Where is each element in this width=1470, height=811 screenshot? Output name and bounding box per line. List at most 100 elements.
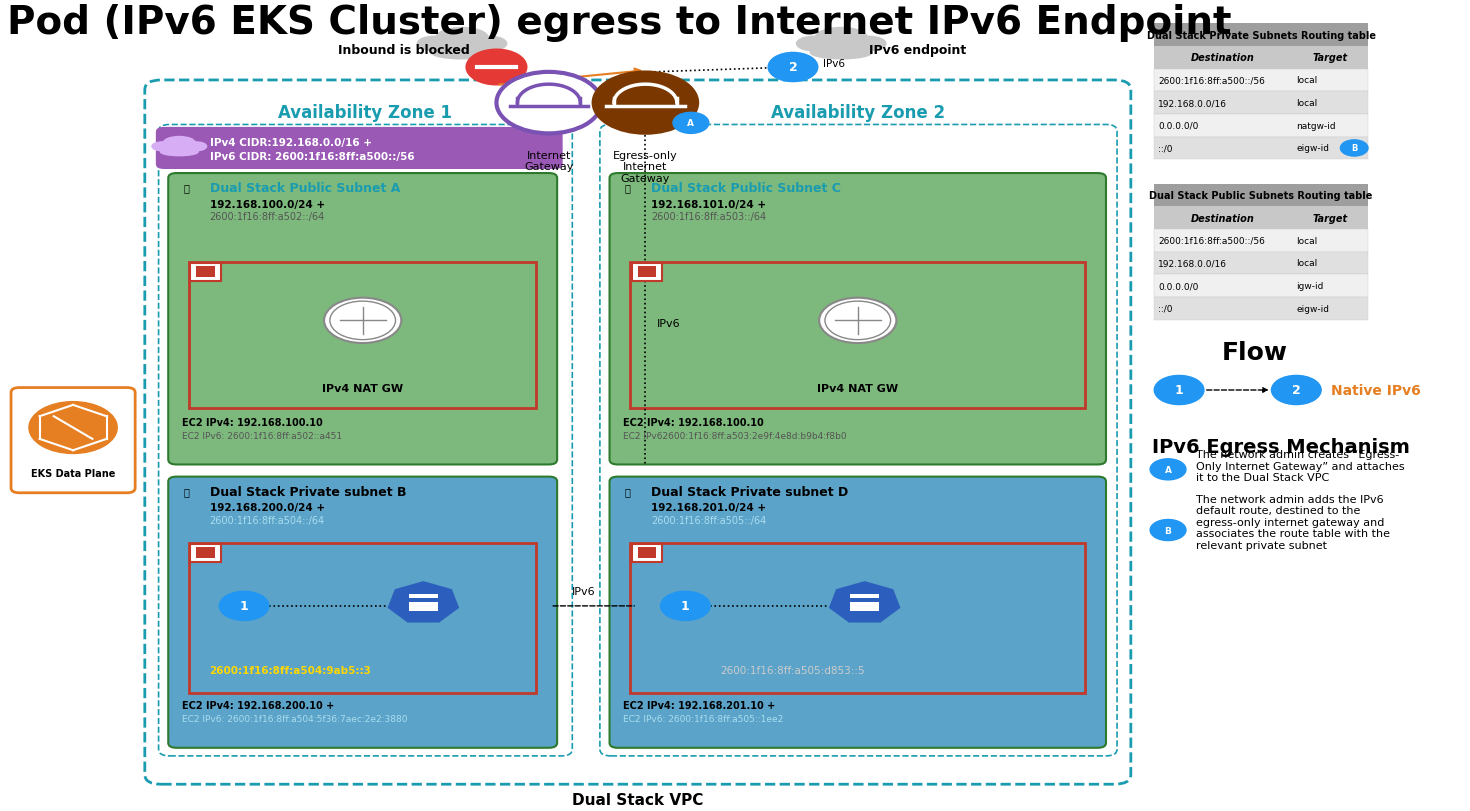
Text: 0.0.0.0/0: 0.0.0.0/0 [1158, 281, 1198, 290]
FancyBboxPatch shape [12, 388, 135, 493]
Text: IPv6: IPv6 [572, 586, 595, 597]
Text: EC2 IPv4: 192.168.100.10: EC2 IPv4: 192.168.100.10 [623, 417, 764, 427]
Text: Destination: Destination [1191, 54, 1255, 63]
Text: 192.168.101.0/24 +: 192.168.101.0/24 + [651, 200, 766, 209]
Text: 1: 1 [240, 599, 248, 612]
Text: Dual Stack Private subnet D: Dual Stack Private subnet D [651, 485, 848, 498]
Bar [1154, 137, 1369, 160]
Bar [1154, 184, 1369, 207]
Bar [1154, 298, 1369, 320]
Text: IPv4 CIDR:192.168.0.0/16 +: IPv4 CIDR:192.168.0.0/16 + [210, 138, 372, 148]
Ellipse shape [851, 37, 886, 52]
Text: pod: pod [417, 603, 429, 607]
Text: Availability Zone 2: Availability Zone 2 [772, 104, 945, 122]
Text: 2600:1f16:8ff:a500::/56: 2600:1f16:8ff:a500::/56 [1158, 237, 1266, 246]
Text: Pod (IPv6 EKS Cluster) egress to Internet IPv6 Endpoint: Pod (IPv6 EKS Cluster) egress to Interne… [7, 4, 1232, 42]
Polygon shape [388, 582, 459, 622]
Bar [409, 598, 438, 602]
Text: Egress-only
Internet
Gateway: Egress-only Internet Gateway [613, 150, 678, 183]
Text: Target: Target [1313, 54, 1348, 63]
Ellipse shape [185, 143, 207, 152]
Bar [1154, 115, 1369, 137]
Bar [1154, 275, 1369, 298]
Text: eigw-id: eigw-id [1297, 144, 1329, 153]
FancyBboxPatch shape [610, 477, 1105, 748]
Bar [1154, 70, 1369, 92]
Circle shape [1272, 376, 1322, 405]
Text: Dual Stack Private Subnets Routing table: Dual Stack Private Subnets Routing table [1147, 31, 1376, 41]
Text: eigw-id: eigw-id [1297, 304, 1329, 313]
Ellipse shape [797, 37, 832, 52]
Bar [631, 263, 1085, 408]
Text: IPv6 CIDR: 2600:1f16:8ff:a500::/56: IPv6 CIDR: 2600:1f16:8ff:a500::/56 [210, 152, 415, 162]
Text: IPv6: IPv6 [657, 319, 681, 328]
Text: 192.168.200.0/24 +: 192.168.200.0/24 + [210, 503, 325, 513]
Bar [632, 544, 662, 562]
Text: 🔒: 🔒 [625, 487, 631, 496]
Bar [190, 544, 220, 562]
Text: Destination: Destination [1191, 213, 1255, 223]
Circle shape [769, 54, 817, 83]
Text: EC2 IPv6: 2600:1f16:8ff:a504:5f36:7aec:2e2:3880: EC2 IPv6: 2600:1f16:8ff:a504:5f36:7aec:2… [182, 714, 407, 723]
Ellipse shape [151, 143, 173, 152]
Bar [638, 267, 656, 278]
Text: 192.168.0.0/16: 192.168.0.0/16 [1158, 99, 1227, 108]
Bar [190, 263, 537, 408]
Text: 2: 2 [788, 62, 797, 75]
Text: EC2 IPv4: 192.168.201.10 +: EC2 IPv4: 192.168.201.10 + [623, 700, 776, 710]
Text: Native IPv6: Native IPv6 [1330, 384, 1420, 397]
Bar [850, 594, 879, 611]
Circle shape [29, 402, 118, 454]
Bar [632, 264, 662, 281]
Text: local: local [1297, 99, 1317, 108]
Circle shape [673, 114, 709, 134]
Text: IPv6 Egress Mechanism: IPv6 Egress Mechanism [1151, 437, 1410, 457]
Text: 2600:1f16:8ff:a504:9ab5::3: 2600:1f16:8ff:a504:9ab5::3 [210, 665, 372, 676]
Ellipse shape [437, 28, 488, 49]
Text: 192.168.0.0/16: 192.168.0.0/16 [1158, 259, 1227, 268]
Text: 192.168.100.0/24 +: 192.168.100.0/24 + [210, 200, 325, 209]
FancyBboxPatch shape [168, 477, 557, 748]
Ellipse shape [810, 47, 872, 60]
Ellipse shape [417, 37, 453, 52]
Text: Dual Stack VPC: Dual Stack VPC [572, 792, 704, 807]
Text: EKS Data Plane: EKS Data Plane [31, 468, 115, 478]
Text: igw-id: igw-id [1297, 281, 1323, 290]
Circle shape [1150, 520, 1186, 541]
Circle shape [1150, 459, 1186, 480]
Bar [190, 543, 537, 693]
Text: local: local [1297, 237, 1317, 246]
Text: 2600:1f16:8ff:a505:d853::5: 2600:1f16:8ff:a505:d853::5 [720, 665, 864, 676]
Text: 2600:1f16:8ff:a502::/64: 2600:1f16:8ff:a502::/64 [210, 212, 325, 221]
Text: 2600:1f16:8ff:a504::/64: 2600:1f16:8ff:a504::/64 [210, 515, 325, 525]
FancyBboxPatch shape [156, 128, 563, 169]
Ellipse shape [816, 28, 867, 49]
Text: EC2 IPv4: 192.168.100.10: EC2 IPv4: 192.168.100.10 [182, 417, 323, 427]
Text: 🔒: 🔒 [184, 183, 190, 193]
Text: A: A [1164, 466, 1172, 474]
Text: Internet
Gateway: Internet Gateway [525, 150, 573, 172]
Bar [1154, 252, 1369, 275]
Text: EC2 IPv6: 2600:1f16:8ff:a502::a451: EC2 IPv6: 2600:1f16:8ff:a502::a451 [182, 431, 343, 440]
Text: EC2 IPv6: 2600:1f16:8ff:a505::1ee2: EC2 IPv6: 2600:1f16:8ff:a505::1ee2 [623, 714, 784, 723]
Text: 2: 2 [1292, 384, 1301, 397]
Text: IPv6 endpoint: IPv6 endpoint [869, 45, 966, 58]
Text: Target: Target [1313, 213, 1348, 223]
Text: natgw-id: natgw-id [1297, 122, 1336, 131]
Circle shape [660, 591, 710, 620]
FancyBboxPatch shape [610, 174, 1105, 465]
Text: IPv4 NAT GW: IPv4 NAT GW [322, 383, 403, 393]
Bar [197, 547, 215, 558]
Circle shape [466, 50, 526, 86]
Circle shape [819, 298, 897, 344]
Bar [1154, 24, 1369, 47]
FancyBboxPatch shape [168, 174, 557, 465]
Bar [190, 264, 220, 281]
Circle shape [1154, 376, 1204, 405]
Text: 🔒: 🔒 [625, 183, 631, 193]
Text: The network admin adds the IPv6
default route, destined to the
egress-only inter: The network admin adds the IPv6 default … [1195, 494, 1389, 551]
Bar [1154, 207, 1369, 230]
Text: Dual Stack Public Subnet A: Dual Stack Public Subnet A [210, 182, 400, 195]
Bar [1154, 92, 1369, 115]
Text: Dual Stack Private subnet B: Dual Stack Private subnet B [210, 485, 406, 498]
